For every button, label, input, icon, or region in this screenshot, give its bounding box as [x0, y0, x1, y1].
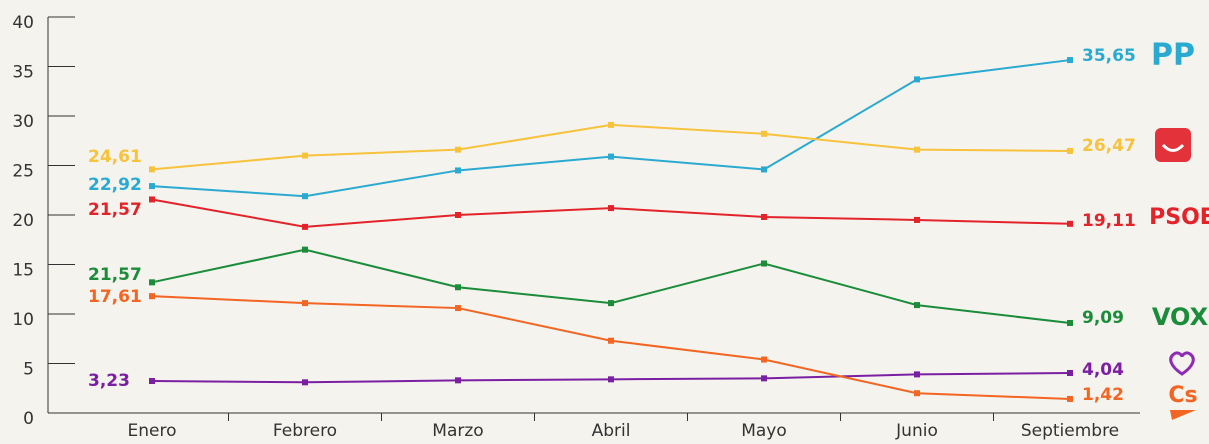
point	[761, 356, 767, 363]
point	[149, 196, 155, 203]
value-label: 1,42	[1082, 385, 1124, 405]
value-label: 19,11	[1082, 211, 1136, 231]
podemos-icon-smile	[1161, 143, 1185, 152]
y-tick-label: 20	[12, 211, 34, 231]
x-tick-label: Enero	[128, 421, 177, 441]
x-tick-label: Febrero	[273, 421, 337, 441]
x-tick-label: Junio	[895, 421, 938, 441]
point	[455, 212, 461, 218]
point	[455, 284, 461, 291]
series-line	[151, 248, 1071, 325]
point	[914, 302, 920, 309]
party-logo: VOX	[1152, 303, 1209, 331]
point	[149, 166, 155, 173]
value-label: 24,61	[88, 147, 142, 167]
value-label: 9,09	[1082, 308, 1124, 328]
point	[302, 379, 308, 386]
point	[608, 300, 614, 307]
point	[608, 337, 614, 344]
x-tick-label: Septiembre	[1021, 421, 1119, 441]
point	[302, 223, 308, 230]
sumar-icon	[1169, 351, 1195, 376]
y-tick-label: 30	[12, 112, 34, 132]
point	[761, 213, 767, 220]
point	[761, 260, 767, 267]
point	[608, 376, 614, 383]
value-label: 35,65	[1082, 46, 1136, 66]
point	[914, 76, 920, 83]
point	[1067, 320, 1073, 327]
point	[455, 146, 461, 153]
series-line	[151, 198, 1071, 228]
party-logo: PP	[1151, 38, 1195, 73]
series-line	[151, 295, 1071, 400]
point	[302, 152, 308, 159]
point	[914, 146, 920, 153]
y-tick-label: 35	[12, 63, 34, 83]
point	[302, 193, 308, 200]
value-label: 3,23	[88, 371, 130, 391]
series-line	[151, 123, 1071, 171]
value-label: 21,57	[88, 200, 142, 220]
point	[608, 121, 614, 128]
value-label: 22,92	[88, 175, 142, 195]
point	[1067, 370, 1073, 377]
value-label: 26,47	[1082, 136, 1136, 156]
point	[455, 167, 461, 174]
series-line	[151, 59, 1071, 198]
point	[914, 216, 920, 223]
point	[761, 375, 767, 382]
point	[455, 305, 461, 312]
point	[608, 205, 614, 212]
annotation: 17,61	[88, 287, 142, 307]
y-tick-label: 0	[23, 409, 34, 429]
point	[302, 246, 308, 253]
y-tick-label: 25	[12, 162, 34, 182]
point	[608, 153, 614, 160]
point	[1067, 395, 1073, 402]
point	[1067, 220, 1073, 227]
point	[149, 293, 155, 300]
value-label: 4,04	[1082, 360, 1124, 380]
x-tick-label: Marzo	[432, 421, 483, 441]
party-logo: PSOE	[1149, 205, 1209, 230]
annotation: 21,57	[88, 265, 142, 285]
point	[149, 279, 155, 286]
podemos-icon	[1155, 128, 1191, 162]
party-logo: Cs	[1168, 383, 1197, 408]
point	[302, 300, 308, 307]
point	[761, 166, 767, 173]
x-tick-label: Abril	[592, 421, 631, 441]
y-tick-label: 5	[23, 360, 34, 380]
point	[455, 377, 461, 384]
x-tick-label: Mayo	[741, 421, 787, 441]
point	[914, 390, 920, 397]
y-tick-label: 40	[12, 13, 34, 33]
cs-icon-mark	[1170, 410, 1196, 420]
point	[149, 378, 155, 385]
point	[1067, 57, 1073, 64]
point	[761, 130, 767, 137]
y-tick-label: 10	[12, 310, 34, 330]
point	[1067, 147, 1073, 154]
y-tick-label: 15	[12, 261, 34, 281]
point	[914, 371, 920, 378]
point	[149, 183, 155, 190]
